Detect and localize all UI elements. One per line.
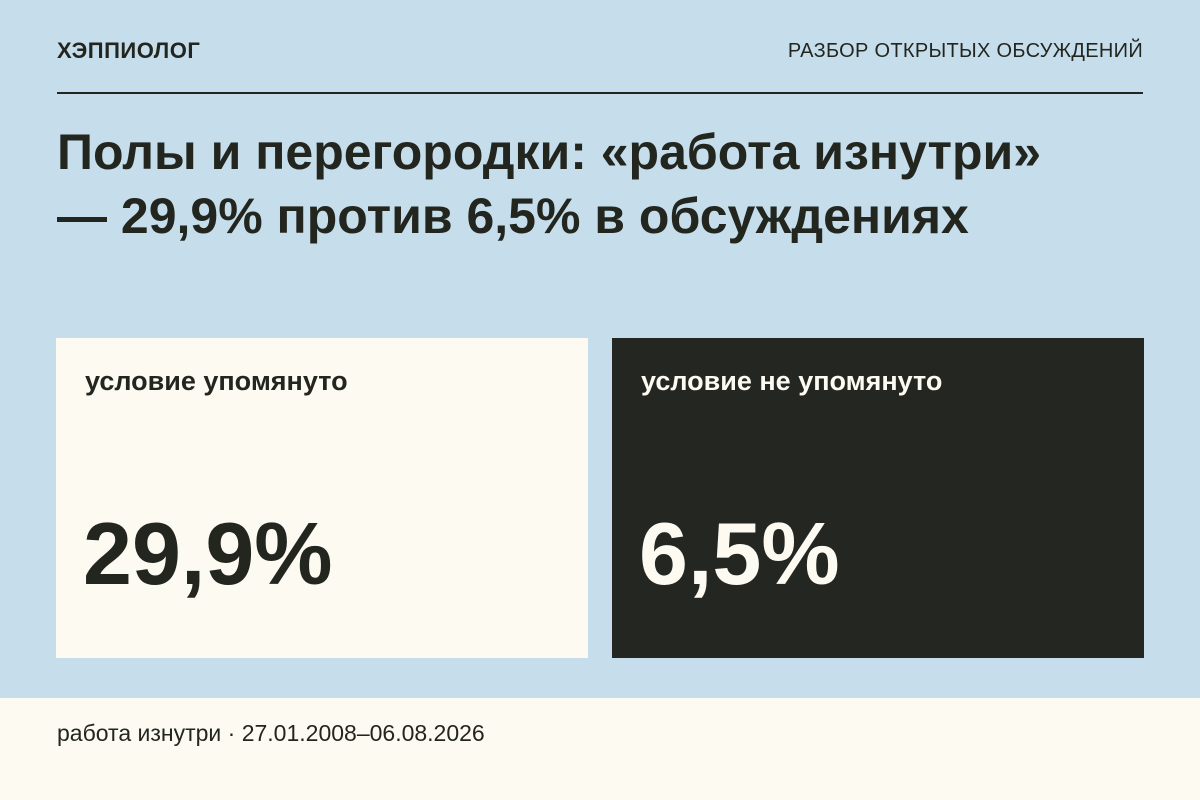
divider <box>57 92 1143 94</box>
stat-label: условие упомянуто <box>85 366 348 396</box>
footer: работа изнутри · 27.01.2008–06.08.2026 <box>0 698 1200 800</box>
footer-text: работа изнутри · 27.01.2008–06.08.2026 <box>57 720 485 746</box>
stat-card: условие не упомянуто 6,5% <box>612 338 1144 658</box>
stat-card: условие упомянуто 29,9% <box>56 338 588 658</box>
headline: Полы и перегородки: «работа изнутри» — 2… <box>57 120 1041 248</box>
stat-label: условие не упомянуто <box>641 366 943 396</box>
stat-value: 6,5% <box>639 504 840 603</box>
headline-line: — 29,9% против 6,5% в обсуждениях <box>57 188 969 244</box>
brand: ХЭППИОЛОГ <box>57 38 201 63</box>
section-title: РАЗБОР ОТКРЫТЫХ ОБСУЖДЕНИЙ <box>787 40 1143 62</box>
stat-value: 29,9% <box>83 504 333 603</box>
headline-line: Полы и перегородки: «работа изнутри» <box>57 124 1042 180</box>
